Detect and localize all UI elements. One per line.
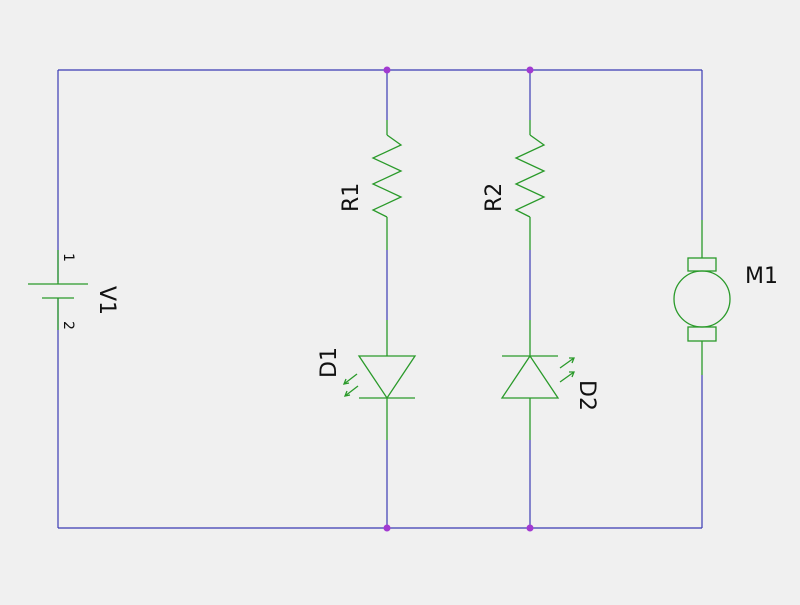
- motor-brush-bottom: [687, 326, 717, 342]
- motor-brush-top: [687, 257, 717, 272]
- resistor-zigzag: [371, 134, 403, 218]
- led-d2-label: D2: [574, 380, 599, 411]
- junctions: [383, 66, 534, 532]
- resistor-r2-label: R2: [482, 183, 507, 212]
- junction-dot: [383, 66, 391, 74]
- led-light-arrows-icon: [559, 357, 575, 383]
- led-triangle: [500, 354, 560, 399]
- motor-m1-label: M1: [745, 264, 778, 289]
- resistor-r1-label: R1: [339, 183, 364, 212]
- led-d2[interactable]: D2: [500, 320, 599, 440]
- battery-pin-plus-label: 1: [60, 253, 76, 262]
- wires: [57, 69, 703, 529]
- junction-dot: [526, 524, 534, 532]
- resistor-r2[interactable]: R2: [482, 120, 546, 250]
- led-light-arrows-icon: [342, 373, 359, 397]
- junction-dot: [526, 66, 534, 74]
- led-triangle: [357, 355, 417, 400]
- resistor-zigzag: [514, 134, 546, 218]
- led-d1[interactable]: D1: [317, 320, 417, 440]
- led-d1-label: D1: [317, 347, 342, 378]
- motor-m1[interactable]: M1: [673, 220, 778, 375]
- resistor-r1[interactable]: R1: [339, 120, 403, 250]
- battery-v1[interactable]: 1 2 V1: [28, 250, 119, 330]
- battery-pin-minus-label: 2: [60, 321, 76, 330]
- motor-body: [673, 270, 731, 328]
- junction-dot: [383, 524, 391, 532]
- battery-v1-label: V1: [94, 286, 119, 315]
